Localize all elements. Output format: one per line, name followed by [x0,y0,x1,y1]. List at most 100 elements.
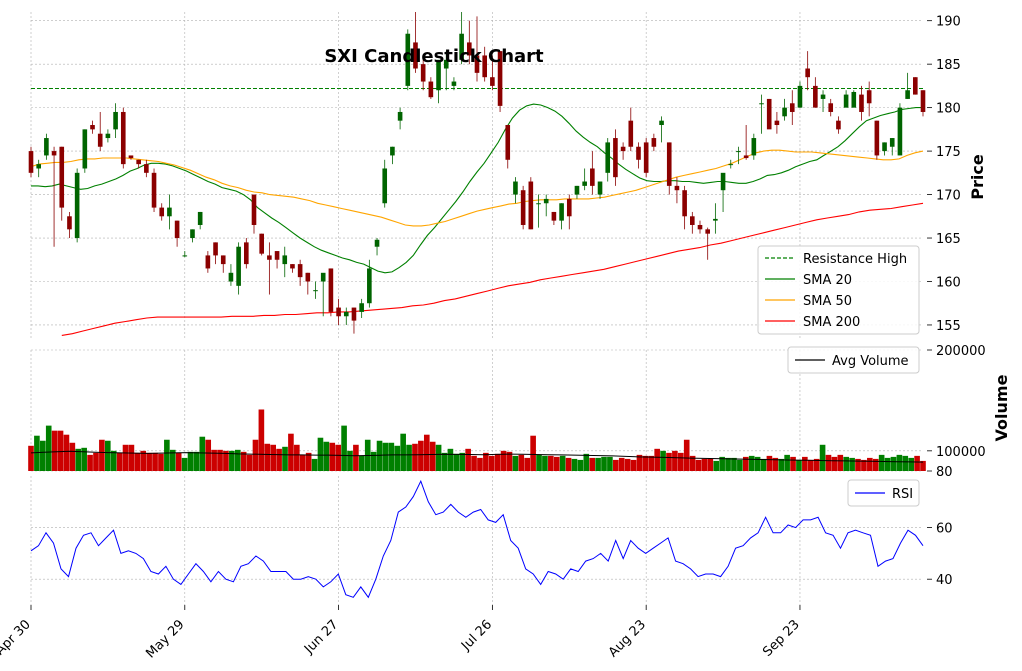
candle-body [74,172,80,239]
volume-bar [618,457,625,471]
volume-bar [553,456,560,471]
candle-body [467,42,472,56]
candle-body [559,203,564,221]
legend-label-sma200: SMA 200 [803,315,860,330]
volume-bar [294,444,300,471]
volume-bar [908,457,914,471]
volume-bar [884,457,891,471]
candle-body [144,164,149,173]
volume-bar [57,430,64,471]
candle-body [290,264,295,269]
candle-body [874,120,880,156]
candle-body [520,190,526,225]
candle-body [390,146,395,156]
candle-body [836,120,841,130]
volume-bar [299,454,306,471]
volume-bar [75,448,82,471]
candle-body [320,272,326,282]
volume-tick-label: 100000 [936,445,986,460]
volume-bar [276,448,282,471]
volume-bar [181,457,188,471]
candle-body [851,91,857,108]
volume-bar [388,442,395,471]
candle-body [459,33,464,60]
volume-bar [347,450,353,471]
volume-bar [571,458,578,471]
candle-body [497,51,503,106]
legend-label-sma20: SMA 20 [803,273,852,288]
candle-body [51,151,57,156]
sma20-line [31,103,923,274]
candle-body [367,268,372,304]
volume-bar [63,434,70,471]
volume-bar [807,459,814,471]
volume-bar [199,436,206,471]
candle-body [882,142,887,152]
volume-legend-box [787,346,920,374]
volume-bar [607,456,613,471]
candle-body [197,211,203,225]
rsi-legend: RSI [847,479,920,507]
volume-bar [447,448,454,471]
volume-bar [400,433,406,471]
candle-body [251,194,257,225]
candle-body [605,142,611,173]
candle-body [643,142,649,173]
candle-body [413,42,418,69]
candle-body [813,85,818,108]
volume-bar [914,455,920,471]
volume-bar [229,450,235,471]
volume-bar [152,452,158,471]
candle-body [443,59,449,69]
candle-body [613,138,618,178]
candle-body [490,77,495,86]
volume-bar [660,450,666,471]
candle-body [213,242,218,256]
candle-body [59,146,65,208]
legend-label-sma50: SMA 50 [803,294,852,309]
volume-bar [748,455,755,471]
volume-tick-label: 200000 [936,344,986,359]
price-tick-label: 165 [936,232,961,247]
volume-bar [725,457,731,471]
volume-bar [760,458,767,471]
candle-body [590,168,595,186]
volume-bar [494,453,501,471]
volume-bar [164,439,170,471]
volume-bar [116,452,123,471]
volume-y-ticks: 80 100000 200000 [927,344,986,480]
candle-body [336,307,341,317]
volume-tick-label: 80 [936,465,953,480]
price-tick-label: 180 [936,102,961,117]
candle-body [789,103,795,112]
candle-body [659,120,664,126]
rsi-panel: 40 60 RSI [30,476,953,605]
candle-body [628,120,634,147]
volume-bar [601,456,607,471]
volume-bar [435,444,442,471]
volume-bar [565,457,572,471]
volume-bar [45,425,52,471]
volume-bar [595,457,601,471]
volume-bar [175,452,182,471]
volume-bar [87,454,93,471]
candle-body [774,120,780,126]
candle-body [405,33,411,86]
volume-bar [223,450,229,471]
volume-bar [134,452,141,471]
price-y-ticks: 155 160 165 170 175 180 185 190 [927,15,961,334]
volume-bar [158,453,164,471]
volume-bar [28,445,34,471]
volume-bar [737,459,743,471]
volume-bar [778,458,785,471]
volume-bar [731,457,737,471]
candle-body [236,246,241,286]
candle-body [728,164,734,166]
volume-bar [772,457,779,471]
legend-label-avg-volume: Avg Volume [832,354,909,369]
candle-body [597,181,603,195]
volume-bar [193,451,200,471]
volume-bars [28,409,926,471]
volume-bar [305,452,312,471]
candle-body [428,81,434,98]
